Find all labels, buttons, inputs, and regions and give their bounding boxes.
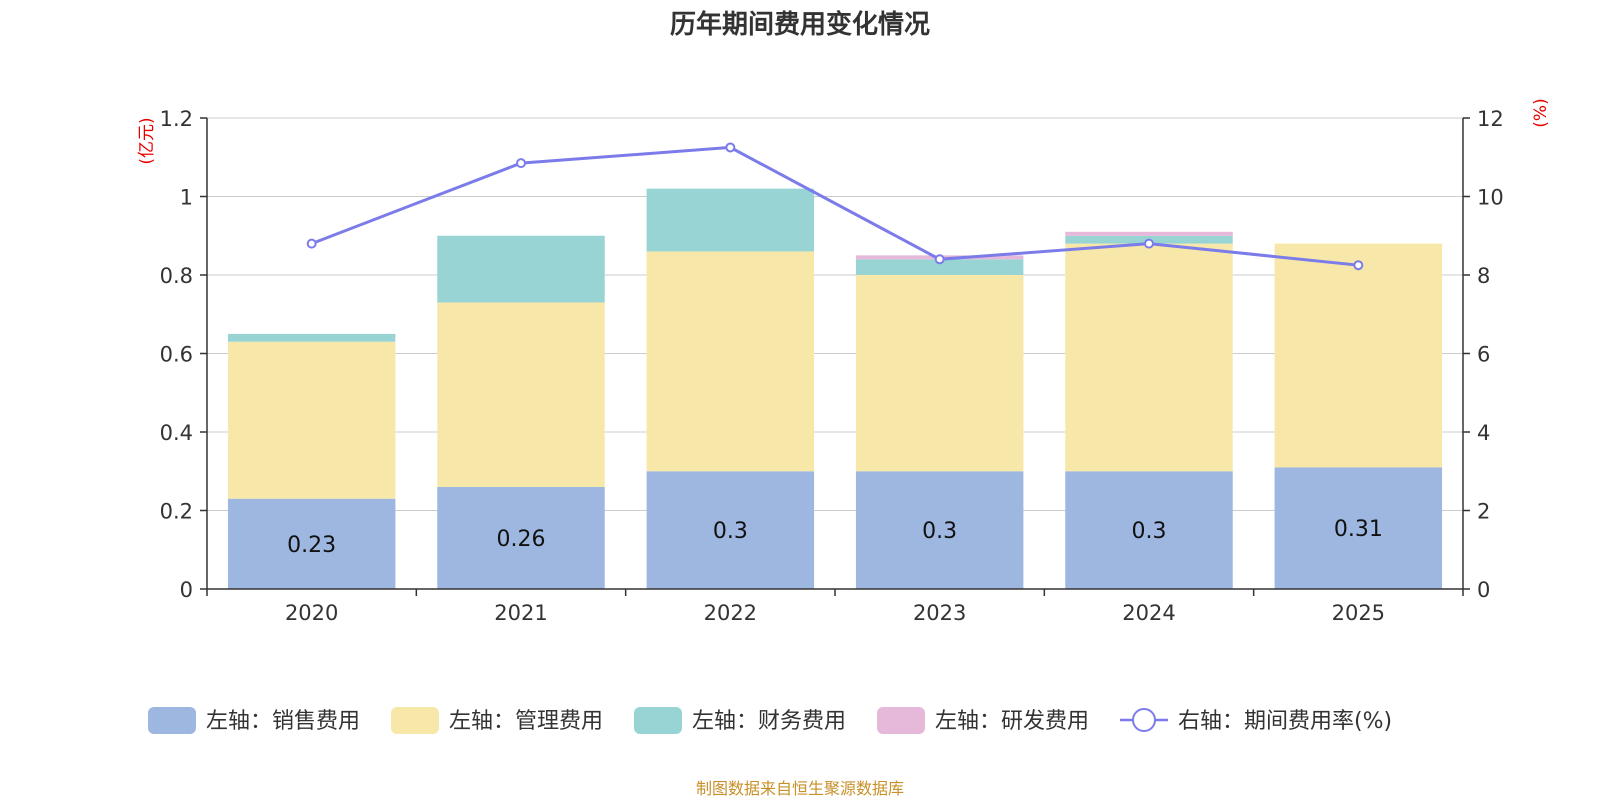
data-label: 0.31	[1334, 517, 1383, 542]
bar-0-2020	[227, 498, 396, 589]
data-label: 0.23	[287, 533, 336, 558]
data-label: 0.3	[922, 519, 957, 544]
bar-2-2022	[646, 188, 815, 252]
bar-0-2022	[646, 471, 815, 589]
x-tick-label: 2020	[285, 601, 338, 625]
right-axis-unit: (%)	[1531, 98, 1551, 127]
bar-2-2023	[855, 259, 1024, 275]
rate-point	[934, 254, 945, 265]
x-tick-label: 2024	[1122, 601, 1175, 625]
bar-series	[227, 188, 1443, 589]
legend-swatch	[877, 707, 925, 734]
bar-0-2021	[437, 486, 605, 589]
right-tick-label: 0	[1477, 578, 1490, 602]
legend-marker	[1132, 708, 1156, 732]
right-tick-label: 8	[1477, 264, 1490, 288]
left-tick-label: 0	[180, 578, 193, 602]
rate-point	[1353, 260, 1364, 271]
bar-0-2025	[1274, 467, 1443, 589]
right-tick-label: 10	[1477, 186, 1504, 210]
legend-label: 右轴：期间费用率(%)	[1178, 709, 1392, 734]
legend-label: 左轴：管理费用	[449, 709, 603, 734]
data-labels: 0.23 0.26 0.3 0.3 0.3 0.31	[287, 517, 1383, 558]
left-tick-label: 1	[180, 186, 193, 210]
right-tick-label: 4	[1477, 421, 1490, 445]
line-series	[306, 142, 1364, 271]
right-tick-label: 2	[1477, 500, 1490, 524]
bar-2-2020	[227, 333, 396, 342]
rate-point	[516, 158, 526, 169]
rate-line	[311, 145, 1359, 267]
left-axis-unit: (亿元)	[137, 117, 157, 164]
legend-label: 左轴：研发费用	[935, 709, 1089, 734]
right-tick-label: 6	[1477, 343, 1490, 367]
x-tick-label: 2022	[704, 601, 757, 625]
bar-1-2020	[227, 341, 396, 499]
left-tick-label: 1.2	[160, 107, 193, 131]
legend-label: 左轴：财务费用	[692, 709, 846, 734]
bar-3-2024	[1065, 231, 1233, 236]
data-label: 0.3	[713, 519, 748, 544]
bar-1-2023	[855, 275, 1024, 472]
left-tick-label: 0.6	[160, 343, 193, 367]
rate-point	[306, 238, 317, 249]
gridlines	[207, 117, 1463, 511]
data-label: 0.26	[497, 527, 546, 552]
bar-1-2025	[1274, 243, 1443, 468]
rate-point	[1144, 238, 1154, 249]
rate-point	[725, 142, 736, 153]
bar-1-2021	[437, 302, 605, 487]
legend-label: 左轴：销售费用	[206, 709, 360, 734]
axes: 0 0.2 0.4 0.6 0.8 1 1.2 0 2 4 6 8 10 12 (亿元) (%) 2020 202…	[137, 98, 1551, 625]
left-tick-label: 0.2	[160, 500, 193, 524]
data-source-note: 制图数据来自恒生聚源数据库	[696, 779, 904, 798]
x-tick-label: 2025	[1332, 601, 1385, 625]
data-label: 0.3	[1132, 519, 1167, 544]
bar-0-2023	[855, 471, 1024, 589]
bar-0-2024	[1065, 471, 1233, 589]
left-tick-label: 0.8	[160, 264, 193, 288]
bar-2-2021	[437, 235, 605, 303]
legend-swatch	[391, 707, 439, 734]
right-tick-label: 12	[1477, 107, 1504, 131]
bar-1-2024	[1065, 243, 1233, 472]
legend-swatch	[148, 707, 196, 734]
x-tick-label: 2021	[494, 601, 547, 625]
bar-1-2022	[646, 251, 815, 472]
x-tick-label: 2023	[913, 601, 966, 625]
left-tick-label: 0.4	[160, 421, 193, 445]
chart-title: 历年期间费用变化情况	[669, 10, 930, 40]
legend: 左轴：销售费用 左轴：管理费用 左轴：财务费用 左轴：研发费用 右轴：期间费用率(%)	[148, 707, 1392, 734]
legend-swatch	[634, 707, 682, 734]
